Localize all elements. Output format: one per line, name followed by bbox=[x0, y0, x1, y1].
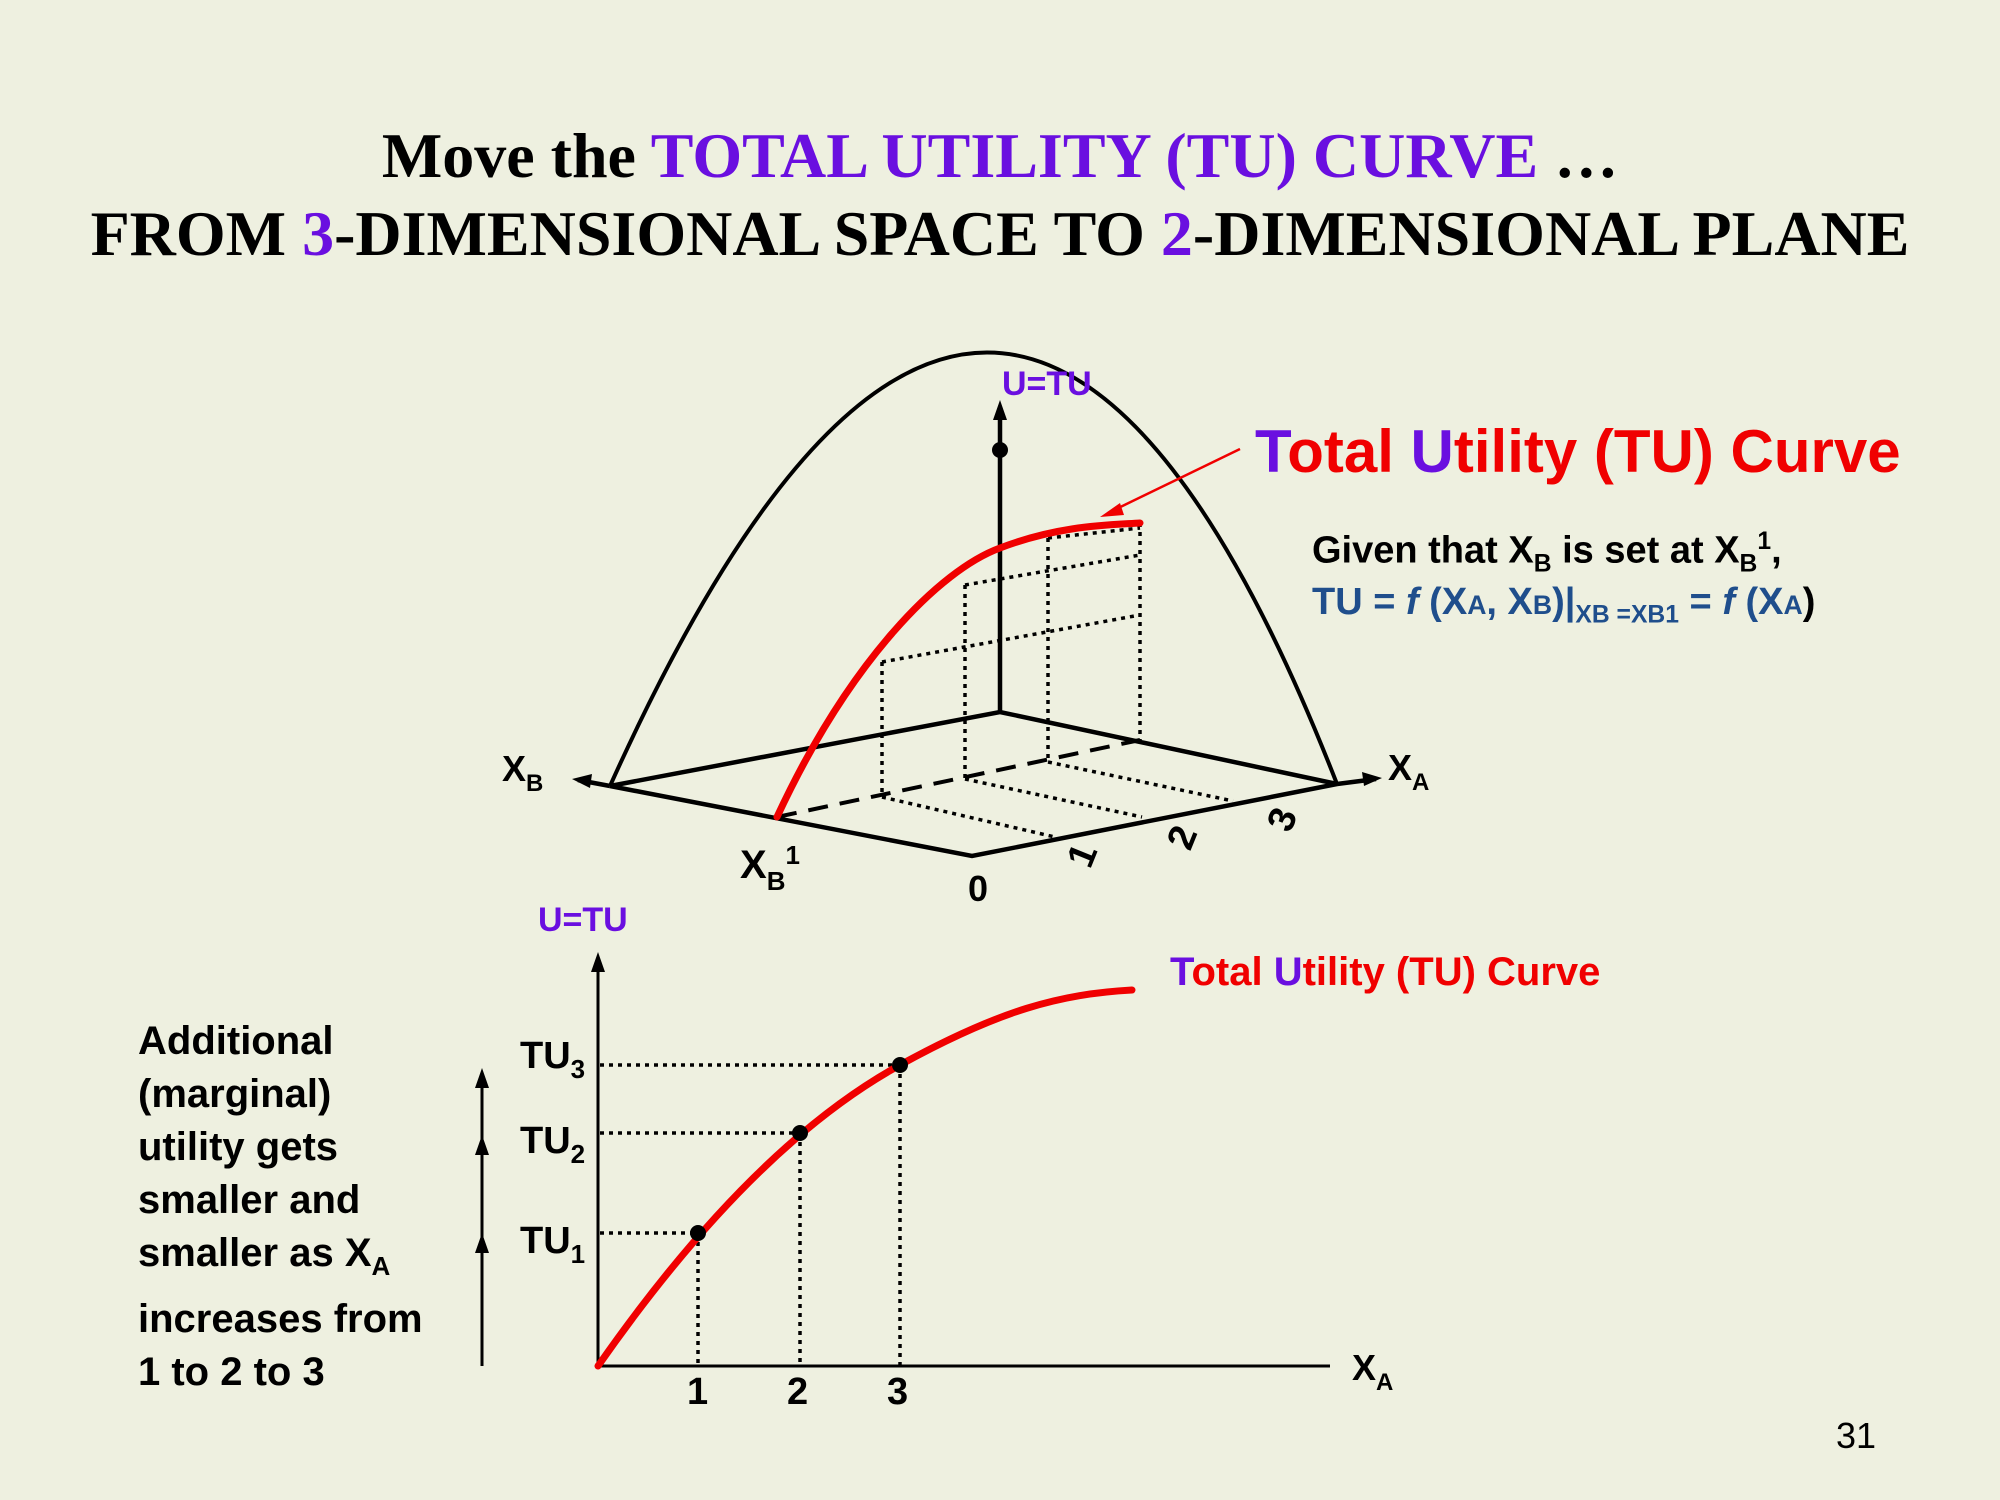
callout-arrow bbox=[1107, 447, 1241, 515]
tu3-label: TU3 bbox=[520, 1035, 585, 1084]
tu-curve-3d bbox=[773, 519, 1144, 821]
tu-point-2 bbox=[792, 1125, 808, 1141]
marginal-arrowhead-1 bbox=[475, 1068, 489, 1088]
tick-1-3d: 1 bbox=[1059, 838, 1106, 873]
xa-axis-label: XA bbox=[1388, 747, 1429, 796]
x-tick-1: 1 bbox=[687, 1371, 708, 1413]
xb1-slice-line bbox=[776, 738, 1141, 819]
vertical-droplines bbox=[880, 523, 1142, 797]
given-statement: Given that XB is set at XB1, bbox=[1312, 528, 1782, 578]
base-plane bbox=[609, 709, 1338, 859]
x-tick-2: 2 bbox=[787, 1371, 808, 1413]
diagram-3d bbox=[572, 350, 1382, 859]
u-axis-label-2d: U=TU bbox=[538, 901, 628, 939]
xa-axis-label-2d: XA bbox=[1352, 1347, 1393, 1396]
xb1-label: XB1 bbox=[740, 840, 800, 896]
labels-2d: U=TU XA 1 2 3 TU1 TU2 TU3 bbox=[520, 901, 1393, 1413]
base-gridlines bbox=[881, 760, 1234, 839]
marginal-arrowhead-3 bbox=[475, 1233, 489, 1253]
x-tick-3: 3 bbox=[887, 1371, 908, 1413]
title-highlight: TOTAL UTILITY (TU) CURVE bbox=[650, 120, 1539, 191]
tu-curve-2d bbox=[594, 986, 1136, 1370]
peak-dot bbox=[992, 442, 1008, 458]
tu-curve-title-3d: Total Utility (TU) Curve bbox=[1255, 418, 1901, 485]
tick-3-3d: 3 bbox=[1259, 802, 1306, 837]
slide-title-line1: Move the TOTAL UTILITY (TU) CURVE … bbox=[381, 120, 1619, 191]
tu-droplines bbox=[600, 1063, 902, 1366]
tu1-label: TU1 bbox=[520, 1220, 585, 1269]
xb-axis-label: XB bbox=[502, 748, 543, 797]
tu2-label: TU2 bbox=[520, 1120, 585, 1169]
tick-2-3d: 2 bbox=[1159, 820, 1206, 855]
slide-title-line2: FROM 3-DIMENSIONAL SPACE TO 2-DIMENSIONA… bbox=[90, 198, 1910, 269]
tu-formula: TU = f (XA, XB)|XB =XB1 = f (XA) bbox=[1312, 581, 1816, 629]
marginal-arrowhead-2 bbox=[475, 1135, 489, 1155]
labels-3d: U=TU XB XA XB1 0 1 2 3 bbox=[502, 365, 1429, 909]
utility-surface-outline bbox=[608, 350, 1339, 787]
diagram-2d bbox=[475, 952, 1330, 1370]
marginal-utility-note: Additional (marginal) utility gets small… bbox=[138, 1019, 423, 1394]
level-lines bbox=[881, 526, 1141, 664]
u-axis-label-3d: U=TU bbox=[1002, 365, 1092, 403]
tu-point-3 bbox=[892, 1057, 908, 1073]
tu-point-1 bbox=[690, 1225, 706, 1241]
tu-curve-title-2d: Total Utility (TU) Curve bbox=[1170, 950, 1601, 994]
slide-number: 31 bbox=[1836, 1415, 1877, 1456]
origin-label-3d: 0 bbox=[968, 868, 988, 909]
